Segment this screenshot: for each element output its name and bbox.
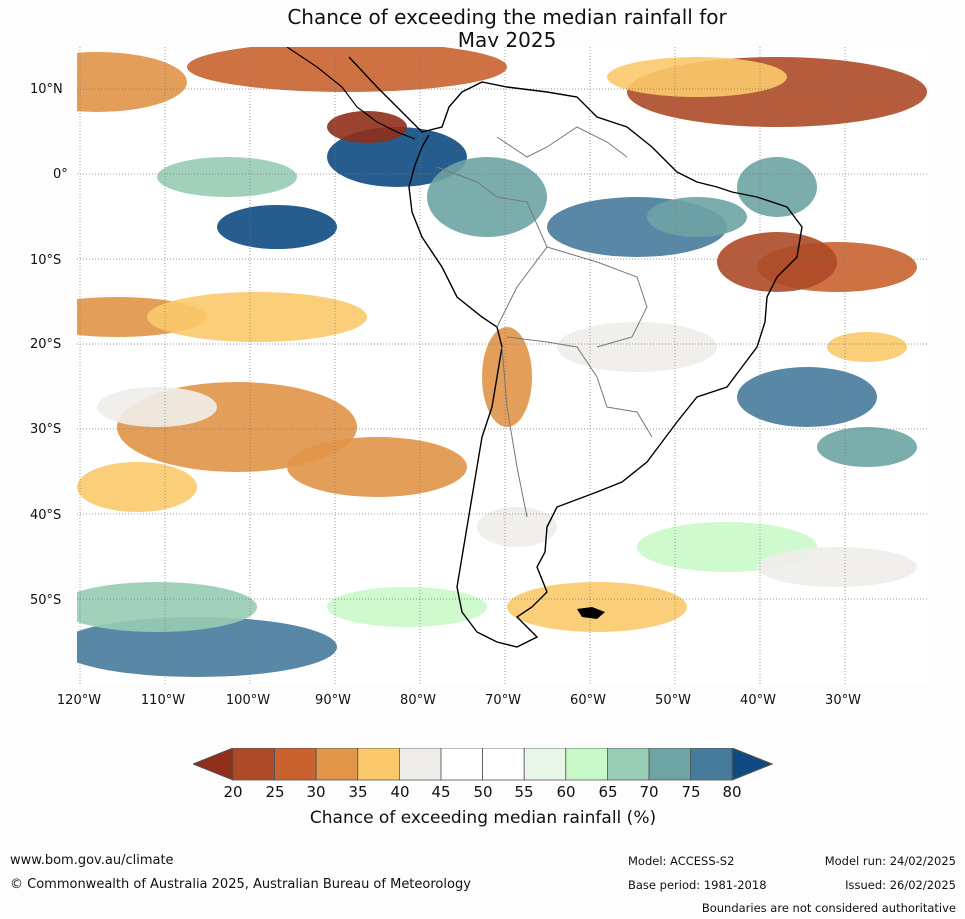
copyright-text: © Commonwealth of Australia 2025, Austra… [10,877,471,892]
colorbar-segment [232,748,275,781]
colorbar-tick-70: 70 [639,783,659,801]
probability-region [427,157,547,237]
colorbar-segment [398,748,442,781]
colorbar-tick-45: 45 [431,783,451,801]
colorbar-tick-25: 25 [265,783,285,801]
colorbar-segment [274,748,317,781]
colorbar-tick-55: 55 [514,783,534,801]
probability-region [482,327,532,427]
lon-label-110w: 110°W [140,693,186,708]
lat-label-10n: 10°N [30,82,63,97]
website-link[interactable]: www.bom.gov.au/climate [10,853,174,868]
probability-region [187,47,507,92]
colorbar-tick-30: 30 [306,783,326,801]
probability-region [757,547,917,587]
lon-label-80w: 80°W [400,693,436,708]
colorbar [193,748,773,781]
probability-region [327,587,487,627]
colorbar-segment [648,748,691,781]
colorbar-segment [606,748,650,781]
probability-region [157,157,297,197]
central-america-coastline [286,47,416,140]
probability-region [477,507,557,547]
lon-label-30w: 30°W [825,693,861,708]
lat-label-40s: 40°S [30,508,62,523]
probability-region [737,157,817,217]
lon-label-90w: 90°W [315,693,351,708]
lat-label-0: 0° [53,167,68,182]
colorbar-tick-35: 35 [348,783,368,801]
probability-region [77,582,257,632]
colorbar-tick-75: 75 [681,783,701,801]
map-title-line-1: Chance of exceeding the median rainfall … [287,5,727,29]
lon-label-70w: 70°W [485,693,521,708]
lon-label-40w: 40°W [740,693,776,708]
colorbar-segment [440,748,483,781]
probability-region [717,232,837,292]
rainfall-probability-map [77,47,927,685]
colorbar-segment [690,748,733,781]
base-period: Base period: 1981-2018 [628,878,767,892]
model-name: Model: ACCESS-S2 [628,854,735,868]
colorbar-extend-low [193,748,234,781]
issued-date: Issued: 26/02/2025 [845,878,956,892]
probability-region [607,57,787,97]
probability-region [97,387,217,427]
lon-label-100w: 100°W [225,693,271,708]
colorbar-tick-50: 50 [473,783,493,801]
colorbar-tick-65: 65 [598,783,618,801]
colorbar-label: Chance of exceeding median rainfall (%) [309,808,657,828]
model-run-date: Model run: 24/02/2025 [824,854,956,868]
colorbar-tick-60: 60 [556,783,576,801]
south-america-coastline [348,56,803,648]
probability-region [507,582,687,632]
colorbar-segment [565,748,608,781]
probability-region [827,332,907,362]
boundaries-disclaimer: Boundaries are not considered authoritat… [701,901,956,915]
probability-shading [77,47,927,677]
falkland-islands [577,607,605,619]
lon-label-50w: 50°W [655,693,691,708]
probability-region [77,617,337,677]
probability-region [77,462,197,512]
graticule [77,47,927,685]
lon-label-60w: 60°W [570,693,606,708]
probability-region [817,427,917,467]
colorbar-extend-high [731,748,773,781]
colorbar-segment [357,748,400,781]
colorbar-segment [523,748,567,781]
colorbar-tick-40: 40 [390,783,410,801]
lat-label-20s: 20°S [30,337,62,352]
colorbar-segment [482,748,525,781]
colorbar-tick-80: 80 [722,783,742,801]
probability-region [217,205,337,249]
probability-region [147,292,367,342]
lat-label-30s: 30°S [30,422,62,437]
colorbar-segment [315,748,359,781]
colorbar-tick-20: 20 [223,783,243,801]
probability-region [737,367,877,427]
lon-label-120w: 120°W [56,693,102,708]
lat-label-50s: 50°S [30,593,62,608]
country-borders [436,126,653,518]
lat-label-10s: 10°S [30,253,62,268]
probability-region [287,437,467,497]
probability-region [327,111,407,143]
probability-region [77,52,187,112]
probability-region [647,197,747,237]
probability-region [557,322,717,372]
